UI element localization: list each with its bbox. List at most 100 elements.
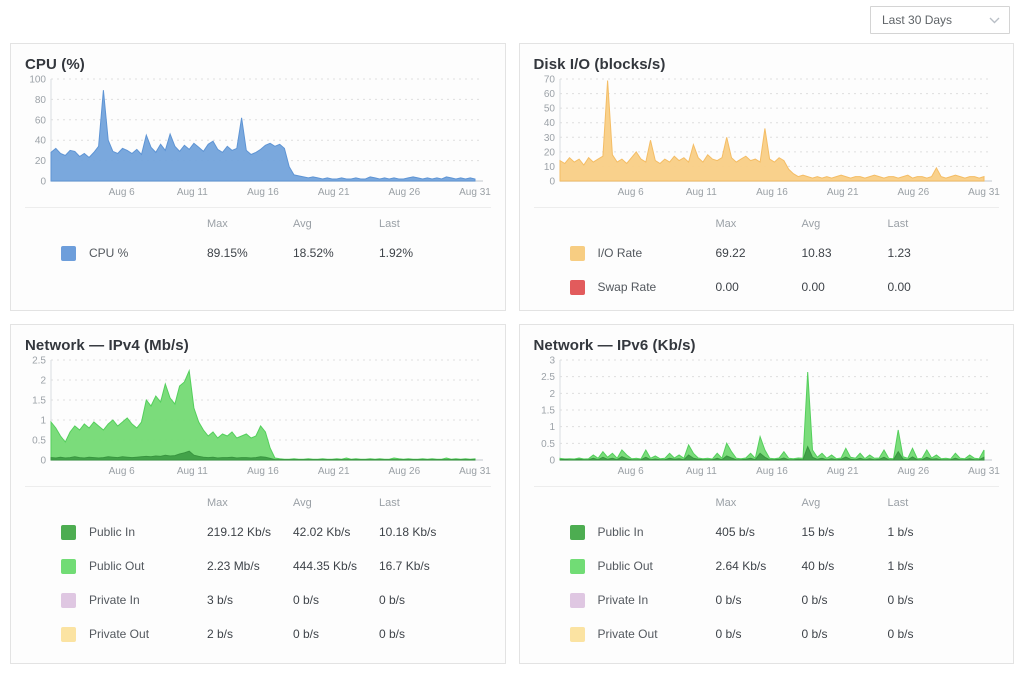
x-axis-tick-label: Aug 11: [177, 466, 208, 477]
legend-row[interactable]: I/O Rate 69.22 10.83 1.23: [558, 236, 1000, 270]
x-axis-tick-label: Aug 6: [109, 466, 136, 477]
legend-row[interactable]: Public In 219.12 Kb/s 42.02 Kb/s 10.18 Kb/s: [49, 515, 491, 549]
y-axis-tick-label: 1: [549, 422, 555, 433]
area-series-cpu-: [50, 90, 476, 182]
legend-column-header: Max: [715, 218, 737, 230]
legend-swatch: [569, 245, 585, 261]
x-axis-tick-label: Aug 11: [685, 187, 716, 198]
legend-value: 0 b/s: [887, 627, 914, 641]
legend-value: 0 b/s: [379, 627, 406, 641]
legend-value: 444.35 Kb/s: [293, 559, 358, 573]
disk-io-plot: 0 10 20 30 40 50 60 70 Aug 6 Aug 11 Aug 16 Aug 21 Au…: [543, 75, 999, 199]
legend-value: 0 b/s: [715, 593, 742, 607]
legend-value: 0.00: [801, 280, 825, 294]
x-axis-tick-label: Aug 31: [459, 187, 491, 198]
y-axis-tick-label: 40: [35, 136, 47, 147]
legend-value: 16.7 Kb/s: [379, 559, 430, 573]
y-axis-tick-label: 100: [29, 75, 46, 86]
x-axis-tick-label: Aug 16: [247, 466, 279, 477]
legend-column-header: Max: [207, 218, 228, 230]
y-axis-tick-label: 80: [35, 95, 47, 106]
legend-column-header: Max: [715, 497, 737, 509]
y-axis-tick-label: 2: [40, 376, 46, 387]
legend-row[interactable]: Public Out 2.64 Kb/s 40 b/s 1 b/s: [558, 549, 1000, 583]
chart-title: Network — IPv4 (Mb/s): [25, 337, 189, 354]
legend-value: 219.12 Kb/s: [207, 525, 272, 539]
x-axis-tick-label: Aug 21: [826, 187, 858, 198]
y-axis-tick-label: 50: [543, 104, 555, 115]
legend-series-label: Private Out: [597, 627, 658, 641]
y-axis-tick-label: 0: [40, 456, 46, 467]
time-range-select[interactable]: Last 30 Days: [870, 6, 1010, 34]
y-axis-tick-label: 0.5: [541, 439, 555, 450]
legend-value: 42.02 Kb/s: [293, 525, 351, 539]
legend-swatch: [61, 245, 76, 261]
legend-row[interactable]: Private Out 0 b/s 0 b/s 0 b/s: [558, 617, 1000, 651]
y-axis-tick-label: 60: [543, 89, 555, 100]
y-axis-tick-label: 20: [35, 156, 47, 167]
y-axis-tick-label: 3: [549, 356, 555, 367]
legend-value: 1.23: [887, 246, 911, 260]
legend-column-header: Avg: [801, 218, 821, 230]
x-axis-tick-label: Aug 26: [388, 466, 420, 477]
x-axis-tick-label: Aug 31: [968, 466, 1000, 477]
chart-title: Network — IPv6 (Kb/s): [533, 337, 696, 354]
legend-row[interactable]: Swap Rate 0.00 0.00 0.00: [558, 270, 1000, 304]
legend-column-header: Avg: [293, 218, 312, 230]
x-axis-tick-label: Aug 6: [109, 187, 136, 198]
x-axis-tick-label: Aug 16: [247, 187, 279, 198]
chart-title: CPU (%): [25, 56, 85, 73]
legend-value: 0.00: [887, 280, 911, 294]
legend-swatch: [569, 592, 585, 608]
legend-value: 18.52%: [293, 246, 334, 260]
disk-io-card: Disk I/O (blocks/s) 0 10 20 30 40 50 60 70 Aug 6…: [518, 43, 1014, 311]
legend-swatch: [61, 558, 76, 574]
cpu-legend: Max Avg Last CPU % 89.15% 18.52% 1.92%: [25, 207, 491, 270]
area-series-i-o-rate: [559, 80, 984, 182]
y-axis-tick-label: 0: [549, 177, 555, 188]
legend-series-label: CPU %: [89, 246, 129, 260]
legend-row[interactable]: Private In 3 b/s 0 b/s 0 b/s: [49, 583, 491, 617]
legend-row[interactable]: Public In 405 b/s 15 b/s 1 b/s: [558, 515, 1000, 549]
x-axis-tick-label: Aug 11: [685, 466, 716, 477]
y-axis-tick-label: 20: [543, 147, 555, 158]
legend-row[interactable]: CPU % 89.15% 18.52% 1.92%: [49, 236, 491, 270]
legend-swatch: [61, 626, 76, 642]
area-series-public-in: [50, 450, 476, 461]
x-axis-tick-label: Aug 16: [756, 187, 788, 198]
legend-value: 0 b/s: [293, 627, 320, 641]
area-series-public-out: [559, 371, 984, 461]
legend-value: 1 b/s: [887, 525, 914, 539]
time-range-value: Last 30 Days: [882, 13, 953, 27]
y-axis-tick-label: 1.5: [541, 406, 555, 417]
x-axis-tick-label: Aug 21: [318, 466, 350, 477]
legend-value: 2 b/s: [207, 627, 234, 641]
cpu-chart: 0 20 40 60 80 100 Aug 6 Aug 11 Aug 16 Aug 21 Aug 2…: [25, 75, 491, 201]
legend-value: 2.23 Mb/s: [207, 559, 260, 573]
disk-io-legend: Max Avg Last I/O Rate 69.22 10.83 1.23 Swap Rat…: [533, 207, 1000, 304]
legend-value: 10.18 Kb/s: [379, 525, 437, 539]
legend-value: 40 b/s: [801, 559, 835, 573]
y-axis-tick-label: 70: [543, 75, 555, 86]
cpu-card: CPU (%) 0 20 40 60 80 100 Aug 6 Aug 11 Aug 16 Aug…: [10, 43, 506, 311]
legend-row[interactable]: Private Out 2 b/s 0 b/s 0 b/s: [49, 617, 491, 651]
y-axis-tick-label: 1.5: [32, 396, 46, 407]
legend-swatch: [569, 279, 585, 295]
y-axis-tick-label: 30: [543, 133, 555, 144]
legend-column-header: Last: [379, 218, 400, 230]
network-ipv6-plot: 0 0.5 1 1.5 2 2.5 3 Aug 6 Aug 11 Aug 16 Aug 21 Aug …: [541, 356, 1000, 478]
cpu-plot: 0 20 40 60 80 100 Aug 6 Aug 11 Aug 16 Aug 21 Aug 2…: [29, 75, 491, 199]
legend-value: 69.22: [715, 246, 746, 260]
x-axis-tick-label: Aug 26: [388, 187, 420, 198]
legend-value: 0 b/s: [801, 627, 828, 641]
legend-value: 10.83: [801, 246, 832, 260]
legend-row[interactable]: Public Out 2.23 Mb/s 444.35 Kb/s 16.7 Kb/s: [49, 549, 491, 583]
legend-column-header: Last: [887, 218, 909, 230]
area-series-public-out: [50, 368, 476, 461]
network-ipv4-plot: 0 0.5 1 1.5 2 2.5 Aug 6 Aug 11 Aug 16 Aug 21 Aug 2…: [32, 356, 491, 478]
legend-row[interactable]: Private In 0 b/s 0 b/s 0 b/s: [558, 583, 1000, 617]
x-axis-tick-label: Aug 11: [177, 187, 208, 198]
legend-column-header: Last: [887, 497, 909, 509]
legend-series-label: I/O Rate: [597, 246, 643, 260]
legend-header-row: Max Avg Last: [49, 491, 491, 515]
